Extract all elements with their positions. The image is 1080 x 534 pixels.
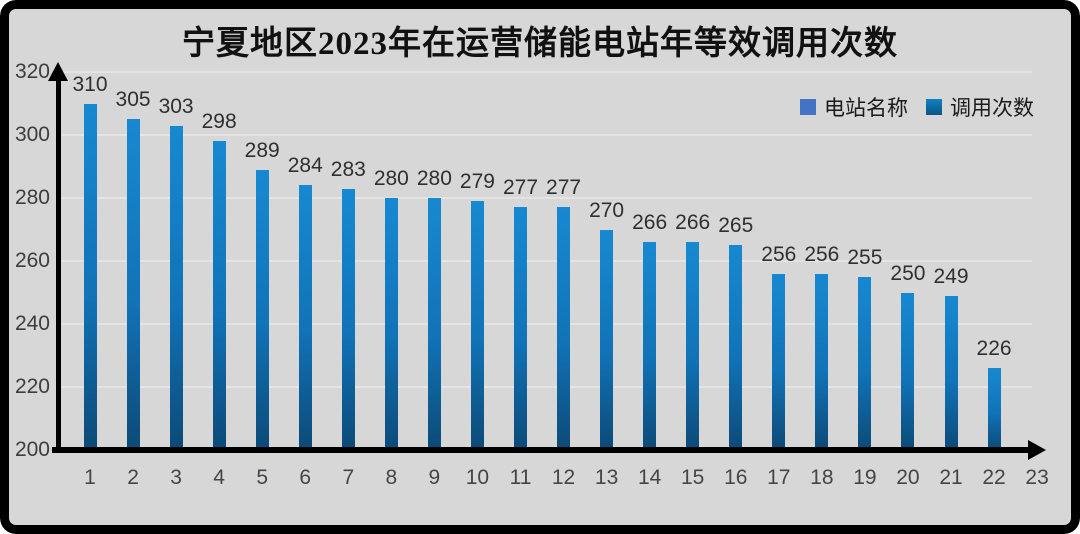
x-axis-tick-label: 22 — [982, 466, 1006, 489]
bar-value-label: 277 — [546, 176, 582, 200]
bar-value-label: 277 — [502, 176, 539, 200]
x-axis-tick-label: 9 — [428, 466, 441, 489]
gridline — [58, 386, 1032, 388]
bar — [470, 201, 484, 450]
x-axis-tick-label: 14 — [637, 466, 662, 489]
x-axis-tick-label: 13 — [594, 466, 619, 489]
bar — [686, 242, 700, 450]
bar-value-label: 266 — [632, 211, 668, 235]
y-axis-tick-label: 320 — [14, 60, 50, 83]
bar-value-label: 279 — [459, 170, 495, 194]
legend-item-station-name: 电站名称 — [800, 92, 908, 122]
y-axis-tick-label: 280 — [14, 186, 50, 209]
x-axis-tick-label: 15 — [681, 466, 705, 489]
x-axis-tick-label: 8 — [385, 466, 398, 489]
x-axis-tick-label: 16 — [724, 466, 748, 489]
y-axis-tick-label: 200 — [14, 438, 50, 461]
legend-label: 电站名称 — [824, 97, 908, 120]
x-axis-tick-label: 18 — [810, 466, 834, 489]
chart-title: 宁夏地区2023年在运营储能电站年等效调用次数 — [182, 26, 898, 62]
bar — [858, 276, 872, 450]
bar-value-label: 280 — [416, 167, 452, 190]
legend-swatch-icon — [926, 99, 942, 115]
gridline — [58, 134, 1032, 136]
bar — [298, 185, 312, 450]
gridline — [58, 260, 1032, 262]
x-axis-line — [52, 447, 1030, 453]
y-axis-arrow-icon — [48, 62, 68, 81]
x-axis-tick-label: 6 — [299, 466, 312, 489]
bar-value-label: 305 — [115, 88, 151, 112]
x-axis-tick-label: 4 — [213, 466, 225, 489]
bar — [557, 207, 571, 450]
bar-value-label: 256 — [761, 242, 797, 266]
y-axis-tick-label: 300 — [14, 123, 50, 146]
x-axis-tick-label: 12 — [551, 466, 576, 489]
bar-value-label: 226 — [976, 337, 1012, 361]
bar-value-label: 298 — [201, 110, 237, 134]
x-axis-arrow-icon — [1028, 440, 1046, 460]
x-axis-tick-label: 17 — [767, 466, 791, 489]
bar-value-label: 289 — [244, 138, 280, 162]
x-axis-tick-label: 7 — [342, 466, 355, 489]
bar — [83, 103, 97, 450]
bar-value-label: 266 — [675, 211, 711, 235]
bar — [427, 198, 441, 450]
bar-value-label: 284 — [287, 154, 323, 178]
bar-value-label: 256 — [804, 242, 840, 266]
bar — [255, 169, 269, 450]
legend: 电站名称 调用次数 — [800, 92, 1034, 122]
bar — [815, 273, 829, 450]
bar — [514, 207, 527, 450]
x-axis-tick-label: 3 — [170, 466, 182, 489]
legend-item-call-count: 调用次数 — [926, 92, 1034, 122]
bar-value-label: 255 — [847, 245, 883, 269]
y-axis-tick-label: 260 — [14, 249, 50, 272]
bar — [212, 141, 226, 450]
bar-value-label: 265 — [718, 214, 754, 238]
bar — [772, 273, 786, 450]
legend-label: 调用次数 — [950, 97, 1034, 120]
x-axis-tick-label: 1 — [84, 466, 96, 489]
x-axis-tick-label: 11 — [509, 466, 532, 489]
bar — [901, 292, 915, 450]
x-axis-tick-label: 19 — [853, 466, 877, 489]
x-axis-tick-label: 10 — [465, 466, 490, 489]
bar — [384, 198, 398, 450]
bar-value-label: 270 — [589, 198, 625, 222]
gridline — [58, 71, 1032, 73]
bar-value-label: 310 — [72, 72, 108, 96]
x-axis-tick-label: 2 — [127, 466, 139, 489]
y-axis-line — [56, 78, 61, 453]
bar-value-label: 283 — [330, 157, 366, 181]
bar — [944, 295, 958, 450]
x-axis-tick-label: 5 — [256, 466, 269, 489]
y-axis-tick-label: 240 — [14, 312, 50, 335]
x-axis-tick-label: 20 — [896, 466, 920, 489]
y-axis-tick-label: 220 — [14, 375, 50, 398]
bar — [643, 242, 657, 450]
bar-value-label: 280 — [373, 167, 409, 190]
bar — [169, 125, 183, 450]
bar-value-label: 303 — [158, 94, 194, 118]
bar — [341, 188, 355, 450]
gridline — [58, 197, 1032, 199]
gridline — [58, 323, 1032, 325]
x-axis-tick-label: 21 — [939, 466, 963, 489]
bar — [987, 368, 1001, 450]
bar-value-label: 249 — [933, 264, 969, 288]
bar — [729, 245, 743, 450]
bar — [126, 119, 140, 450]
x-axis-tick-label: 23 — [1025, 466, 1049, 489]
bar — [600, 229, 614, 450]
bar-value-label: 250 — [890, 261, 926, 285]
legend-swatch-icon — [800, 99, 816, 115]
